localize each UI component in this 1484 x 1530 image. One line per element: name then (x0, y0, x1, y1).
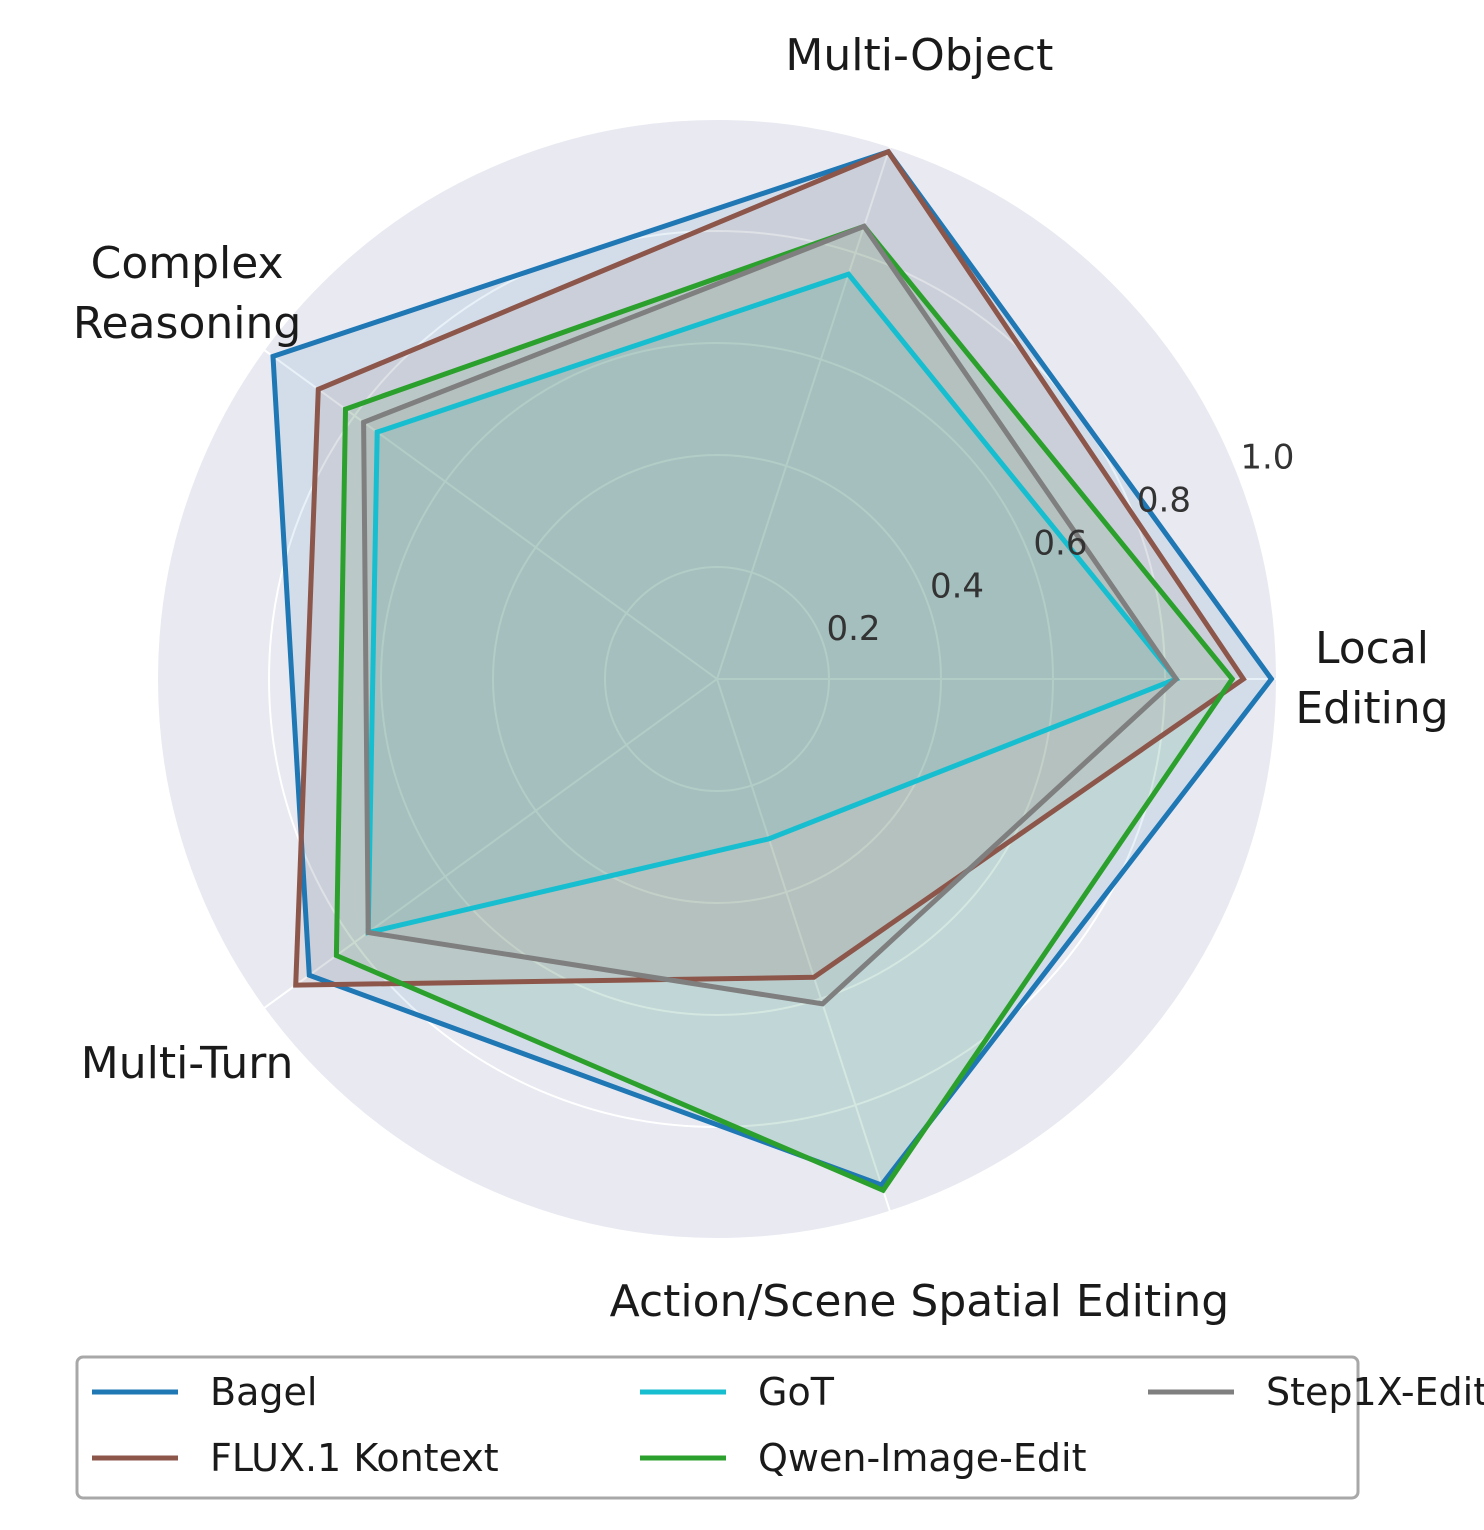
spoke-3 (263, 349, 718, 680)
legend-item-1: Bagel (92, 1370, 317, 1414)
axis-label-line: Editing (1295, 683, 1448, 734)
series-line-2 (293, 148, 1247, 988)
legend-label: GoT (758, 1370, 835, 1414)
legend-item-5: Step1X-Edit (1148, 1370, 1484, 1414)
legend-frame (75, 1355, 1360, 1500)
spoke-2 (716, 146, 892, 680)
legend-label: FLUX.1 Kontext (210, 1436, 499, 1480)
axis-label-line: Complex (91, 238, 284, 289)
r-tick-label-4: 0.8 (1137, 481, 1191, 521)
axis-label-2: Multi-Object (785, 30, 1053, 81)
legend-label: Qwen-Image-Edit (758, 1436, 1086, 1480)
axis-label-3: Complex Reasoning (73, 238, 301, 349)
r-tick-label-1: 0.2 (826, 609, 880, 649)
axis-label-line: Multi-Turn (81, 1038, 294, 1089)
axis-label-line: Local (1315, 623, 1429, 674)
axis-label-5: Action/Scene Spatial Editing (610, 1276, 1229, 1327)
axis-label-4: Multi-Turn (81, 1038, 294, 1089)
spoke-4 (263, 678, 718, 1009)
legend-label: Bagel (210, 1370, 317, 1414)
axis-label-1: Local Editing (1295, 623, 1448, 734)
r-tick-label-5: 1.0 (1240, 438, 1294, 478)
legend-item-4: Qwen-Image-Edit (640, 1436, 1086, 1480)
series-fill-5 (363, 226, 1177, 1004)
legend: Bagel FLUX.1 Kontext GoT Qwen-Image-Edit Ste… (75, 1355, 1484, 1500)
legend-item-3: GoT (640, 1370, 835, 1414)
axis-label-line: Action/Scene Spatial Editing (610, 1276, 1229, 1327)
axis-label-line: Reasoning (73, 298, 301, 349)
series-fill-3 (368, 274, 1177, 933)
series-fill-1 (273, 151, 1272, 1186)
legend-label: Step1X-Edit (1266, 1370, 1484, 1414)
series-line-3 (365, 271, 1181, 936)
legend-item-2: FLUX.1 Kontext (92, 1436, 499, 1480)
r-tick-label-2: 0.4 (930, 566, 984, 606)
series-line-4 (333, 223, 1236, 1194)
r-tick-label-3: 0.6 (1033, 523, 1087, 563)
spoke-5 (716, 678, 892, 1212)
series-fill-2 (295, 151, 1244, 986)
series-fill-4 (336, 226, 1233, 1191)
series-line-5 (361, 223, 1180, 1007)
axis-label-line: Multi-Object (785, 30, 1053, 81)
